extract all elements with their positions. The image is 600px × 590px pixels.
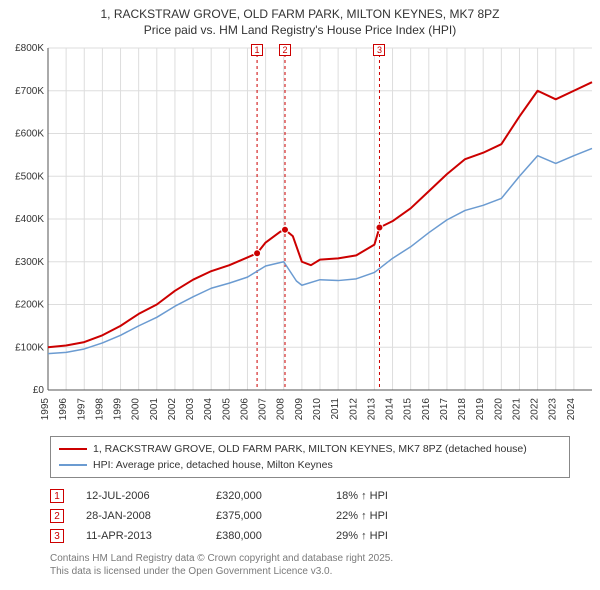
footer-line-2: This data is licensed under the Open Gov… [50, 565, 570, 578]
svg-text:2017: 2017 [439, 398, 450, 421]
svg-text:£400K: £400K [15, 214, 44, 225]
sale-event-hpi: 22% ↑ HPI [336, 510, 570, 522]
footer-line-1: Contains HM Land Registry data © Crown c… [50, 552, 570, 565]
legend-label-hpi: HPI: Average price, detached house, Milt… [93, 459, 333, 471]
legend-row-property: 1, RACKSTRAW GROVE, OLD FARM PARK, MILTO… [59, 441, 561, 457]
svg-text:2013: 2013 [366, 398, 377, 421]
svg-text:2010: 2010 [312, 398, 323, 421]
sale-event-marker: 3 [50, 529, 64, 543]
svg-text:2000: 2000 [131, 398, 142, 421]
svg-text:2015: 2015 [403, 398, 414, 421]
svg-text:£500K: £500K [15, 172, 44, 183]
svg-text:£200K: £200K [15, 300, 44, 311]
sale-event-hpi: 29% ↑ HPI [336, 530, 570, 542]
svg-text:2011: 2011 [330, 398, 341, 420]
svg-text:2009: 2009 [294, 398, 305, 421]
page-title: 1, RACKSTRAW GROVE, OLD FARM PARK, MILTO… [0, 0, 600, 38]
svg-text:2012: 2012 [348, 398, 359, 421]
sale-event-row: 3 11-APR-2013£380,00029% ↑ HPI [50, 526, 570, 546]
sale-event-price: £380,000 [216, 530, 336, 542]
svg-text:2019: 2019 [475, 398, 486, 421]
sale-event-date: 12-JUL-2006 [86, 490, 216, 502]
svg-text:2024: 2024 [566, 398, 577, 421]
svg-text:£700K: £700K [15, 86, 44, 97]
sale-event-date: 11-APR-2013 [86, 530, 216, 542]
svg-text:2005: 2005 [221, 398, 232, 421]
svg-text:2006: 2006 [239, 398, 250, 421]
sale-event-row: 1 12-JUL-2006£320,00018% ↑ HPI [50, 486, 570, 506]
chart-marker-label: 2 [279, 44, 291, 56]
sale-event-price: £320,000 [216, 490, 336, 502]
title-line-2: Price paid vs. HM Land Registry's House … [0, 22, 600, 38]
sale-event-marker: 1 [50, 489, 64, 503]
sale-event-date: 28-JAN-2008 [86, 510, 216, 522]
svg-text:2023: 2023 [548, 398, 559, 421]
svg-text:2002: 2002 [167, 398, 178, 421]
sale-event-row: 2 28-JAN-2008£375,00022% ↑ HPI [50, 506, 570, 526]
svg-text:2022: 2022 [530, 398, 541, 421]
sale-event-hpi: 18% ↑ HPI [336, 490, 570, 502]
svg-text:£600K: £600K [15, 129, 44, 140]
title-line-1: 1, RACKSTRAW GROVE, OLD FARM PARK, MILTO… [0, 6, 600, 22]
svg-text:2004: 2004 [203, 398, 214, 421]
footer-attribution: Contains HM Land Registry data © Crown c… [50, 552, 570, 578]
legend-swatch-hpi [59, 464, 87, 466]
svg-text:£800K: £800K [15, 43, 44, 54]
svg-text:2014: 2014 [385, 398, 396, 421]
chart-legend: 1, RACKSTRAW GROVE, OLD FARM PARK, MILTO… [50, 436, 570, 478]
chart-marker-label: 1 [251, 44, 263, 56]
chart-marker-label: 3 [373, 44, 385, 56]
sale-event-marker: 2 [50, 509, 64, 523]
svg-text:2007: 2007 [258, 398, 269, 421]
svg-text:2021: 2021 [511, 398, 522, 421]
chart-svg: £0 £100K £200K £300K £400K £500K £600K £700K £80… [0, 38, 600, 430]
svg-text:1998: 1998 [94, 398, 105, 421]
svg-text:1997: 1997 [76, 398, 87, 421]
sale-event-price: £375,000 [216, 510, 336, 522]
svg-text:2001: 2001 [149, 398, 160, 421]
legend-label-property: 1, RACKSTRAW GROVE, OLD FARM PARK, MILTO… [93, 443, 527, 455]
sale-events-table: 1 12-JUL-2006£320,00018% ↑ HPI 2 28-JAN-200… [50, 486, 570, 546]
svg-text:£300K: £300K [15, 257, 44, 268]
svg-text:2008: 2008 [276, 398, 287, 421]
svg-text:2020: 2020 [493, 398, 504, 421]
svg-text:1995: 1995 [40, 398, 51, 421]
legend-row-hpi: HPI: Average price, detached house, Milt… [59, 457, 561, 473]
svg-text:1999: 1999 [113, 398, 124, 421]
svg-text:2003: 2003 [185, 398, 196, 421]
price-chart: £0 £100K £200K £300K £400K £500K £600K £700K £80… [0, 38, 600, 430]
legend-swatch-property [59, 448, 87, 450]
svg-text:£100K: £100K [15, 343, 44, 354]
svg-text:£0: £0 [33, 385, 45, 396]
svg-text:1996: 1996 [58, 398, 69, 421]
svg-text:2016: 2016 [421, 398, 432, 421]
svg-text:2018: 2018 [457, 398, 468, 421]
